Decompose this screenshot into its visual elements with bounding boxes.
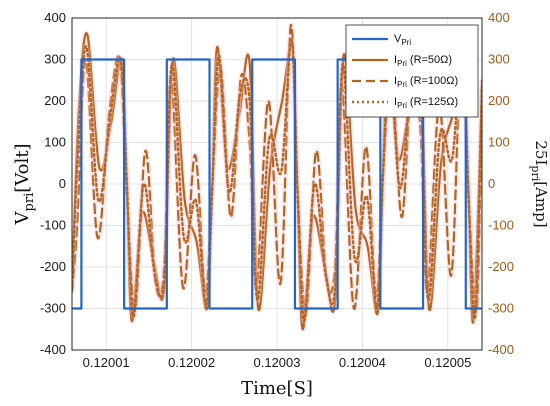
- y-tick-right: -400: [488, 342, 514, 357]
- y-tick-right: 100: [488, 135, 510, 150]
- x-tick: 0.12005: [424, 355, 471, 370]
- x-axis-ticks: 0.12001 0.12002 0.12003 0.12004 0.12005: [83, 355, 472, 370]
- right-axis-ticks: 400 300 200 100 0 -100 -200 -300 -400: [488, 10, 514, 357]
- y-tick-right: 200: [488, 93, 510, 108]
- y-tick-left: -100: [40, 218, 66, 233]
- x-axis-title: Time[S]: [241, 378, 313, 399]
- y-tick-left: 100: [44, 135, 66, 150]
- y-axis-title-left: Vpri[Volt]: [12, 144, 37, 226]
- plot-frame: [71, 17, 483, 351]
- legend-label-3: IPri (R=100Ω): [394, 75, 458, 89]
- x-tick: 0.12001: [83, 355, 130, 370]
- legend: VPri IPri (R=50Ω) IPri (R=100Ω) IPri (R=125…: [345, 24, 479, 118]
- y-tick-right: 0: [488, 176, 495, 191]
- legend-label-2: IPri (R=50Ω): [394, 54, 452, 68]
- y-tick-left: -400: [40, 342, 66, 357]
- y-tick-right: -300: [488, 301, 514, 316]
- y-tick-right: 400: [488, 10, 510, 25]
- y-tick-right: 300: [488, 52, 510, 67]
- y-tick-right: -200: [488, 259, 514, 274]
- y-tick-left: 200: [44, 93, 66, 108]
- series-layer: [72, 22, 482, 332]
- series-line-1: [72, 58, 482, 310]
- y-tick-left: 300: [44, 52, 66, 67]
- legend-label-1: VPri: [394, 33, 411, 47]
- y-tick-left: 400: [44, 10, 66, 25]
- left-axis-ticks: 400 300 200 100 0 -100 -200 -300 -400: [40, 10, 66, 357]
- x-tick: 0.12003: [254, 355, 301, 370]
- y-tick-left: 0: [59, 176, 66, 191]
- x-tick: 0.12002: [168, 355, 215, 370]
- y-tick-left: -300: [40, 301, 66, 316]
- y-tick-left: -200: [40, 259, 66, 274]
- x-tick: 0.12004: [339, 355, 386, 370]
- y-axis-title-right: 25Ipri[Amp]: [529, 140, 550, 227]
- legend-label-4: IPri (R=125Ω): [394, 96, 458, 110]
- y-tick-right: -100: [488, 218, 514, 233]
